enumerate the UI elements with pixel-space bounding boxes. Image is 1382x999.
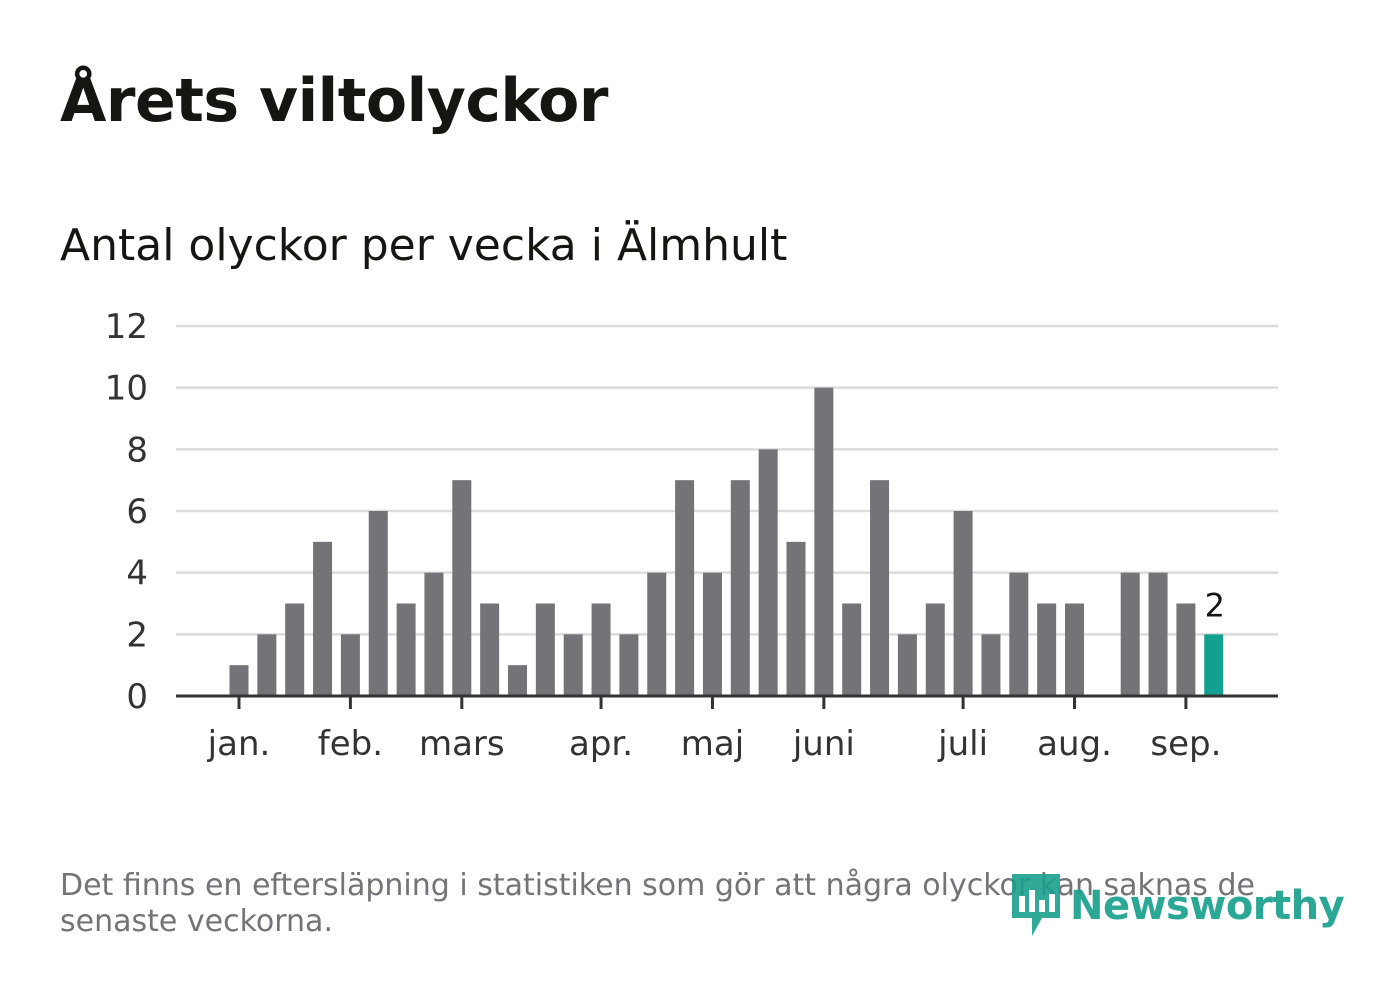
bar — [619, 634, 639, 696]
y-tick-label: 10 — [105, 369, 148, 409]
bar — [591, 603, 611, 696]
x-tick-label: mars — [419, 724, 505, 764]
x-tick-label: jan. — [207, 724, 271, 764]
bar — [535, 603, 555, 696]
grid-lines — [176, 324, 1278, 636]
x-tick-label: maj — [681, 724, 744, 764]
y-tick-label: 2 — [126, 615, 148, 655]
bar — [702, 572, 722, 696]
data-label: 2 — [1205, 586, 1225, 624]
bar — [758, 449, 778, 696]
bar — [786, 541, 806, 696]
newsworthy-logo: Newsworthy — [1010, 872, 1345, 940]
bar — [1148, 572, 1168, 696]
annotations: 2 — [1205, 586, 1225, 624]
bar — [730, 480, 750, 696]
bar — [647, 572, 667, 696]
x-tick-label: aug. — [1037, 724, 1112, 764]
bar-highlighted — [1204, 634, 1224, 696]
bar — [396, 603, 416, 696]
bar — [1037, 603, 1057, 696]
bar — [925, 603, 945, 696]
bar — [563, 634, 583, 696]
logo-text: Newsworthy — [1070, 883, 1345, 929]
x-tick-label: apr. — [569, 724, 633, 764]
bar — [257, 634, 277, 696]
bar — [1120, 572, 1140, 696]
x-tick-label: juni — [792, 724, 855, 764]
bars — [229, 387, 1224, 696]
x-tick-label: juli — [937, 724, 988, 764]
bar — [981, 634, 1001, 696]
bar — [870, 480, 890, 696]
bar — [452, 480, 472, 696]
y-tick-label: 12 — [105, 307, 148, 347]
bar — [368, 511, 388, 696]
newsworthy-logo-icon — [1012, 874, 1060, 936]
bar — [508, 665, 527, 696]
bar — [1009, 572, 1029, 696]
bar — [229, 665, 249, 696]
bar — [842, 603, 862, 696]
bar — [953, 511, 973, 696]
y-tick-label: 6 — [126, 492, 148, 532]
bar — [285, 603, 305, 696]
bar — [675, 480, 695, 696]
bar — [897, 634, 917, 696]
chart-title: Årets viltolyckor — [60, 66, 609, 136]
x-tick-label: sep. — [1150, 724, 1221, 764]
bar — [1065, 603, 1084, 696]
bar — [1176, 603, 1196, 696]
chart-subtitle: Antal olyckor per vecka i Älmhult — [60, 220, 788, 271]
y-tick-label: 0 — [126, 677, 148, 717]
x-tick-label: feb. — [318, 724, 383, 764]
bar — [340, 634, 360, 696]
y-axis-labels: 0 2 4 6 8 10 12 — [105, 307, 148, 717]
y-tick-label: 4 — [126, 554, 148, 594]
bar — [814, 387, 834, 696]
x-axis-labels: jan. feb. mars apr. maj juni juli aug. sep. — [207, 724, 1222, 764]
bar — [313, 541, 333, 696]
bar — [424, 572, 444, 696]
y-tick-label: 8 — [126, 430, 148, 470]
bar — [480, 603, 500, 696]
x-axis — [176, 694, 1278, 709]
